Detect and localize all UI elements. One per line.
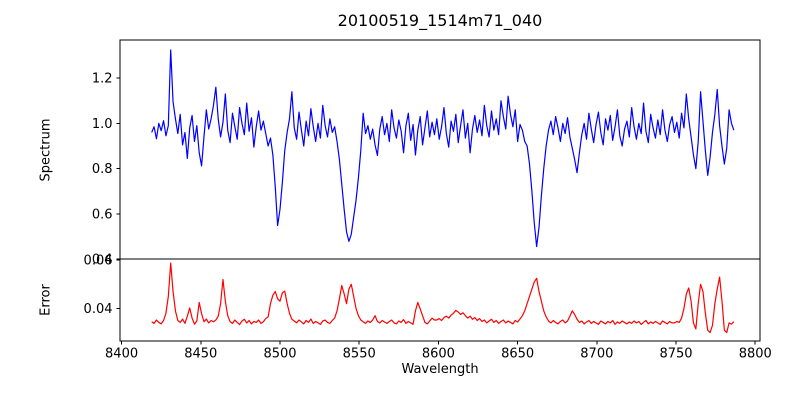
x-tick-label: 8450 bbox=[184, 347, 217, 362]
error-y-tick-label: 0.06 bbox=[84, 254, 113, 269]
wavelength-axis-label: Wavelength bbox=[401, 362, 479, 377]
spectrum-panel-frame bbox=[119, 39, 761, 260]
x-tick-label: 8650 bbox=[501, 347, 534, 362]
chart-title: 20100519_1514m71_040 bbox=[337, 11, 543, 30]
x-tick-label: 8600 bbox=[422, 347, 455, 362]
x-tick-label: 8750 bbox=[659, 347, 692, 362]
x-tick-label: 8500 bbox=[263, 347, 296, 362]
spectrum-y-tick-label: 1.0 bbox=[92, 117, 113, 132]
spectrum-y-tick-label: 0.4 bbox=[92, 253, 113, 268]
x-tick-label: 8800 bbox=[739, 347, 772, 362]
spectrum-y-tick-label: 1.2 bbox=[92, 72, 113, 87]
spectrum-y-tick-label: 0.8 bbox=[92, 162, 113, 177]
error-y-tick-label: 0.04 bbox=[84, 302, 113, 317]
error-panel-frame bbox=[119, 258, 761, 342]
spectrum-axis-label: Spectrum bbox=[38, 118, 54, 182]
spectrum-line bbox=[151, 49, 735, 248]
spectrum-y-tick-label: 0.6 bbox=[92, 207, 113, 222]
error-line bbox=[151, 262, 735, 334]
error-axis-label: Error bbox=[38, 284, 54, 316]
x-tick-label: 8700 bbox=[580, 347, 613, 362]
x-tick-label: 8550 bbox=[343, 347, 376, 362]
x-tick-label: 8400 bbox=[105, 347, 138, 362]
